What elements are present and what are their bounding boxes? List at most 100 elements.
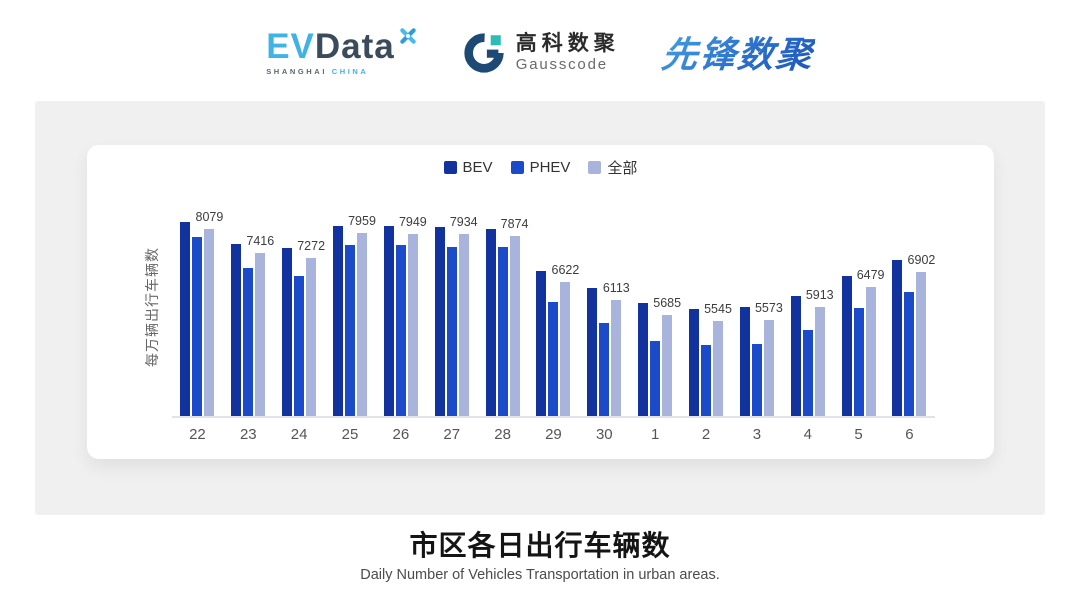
bar-phev-22[interactable] [192, 237, 203, 416]
bar-group-28: 7874 [485, 205, 528, 416]
bar-bev-3[interactable] [739, 307, 750, 416]
bar-all-30[interactable] [611, 300, 622, 416]
value-label-6: 6902 [907, 253, 936, 267]
bar-group-22: 8079 [180, 205, 223, 416]
bar-all-26[interactable] [407, 234, 418, 416]
value-label-3: 5573 [754, 301, 783, 315]
x-tick-5: 5 [854, 426, 863, 443]
x-tick-24: 24 [290, 426, 308, 443]
bar-all-3[interactable] [763, 320, 774, 416]
bar-phev-30[interactable] [599, 323, 610, 416]
bar-bev-24[interactable] [282, 248, 293, 416]
bar-phev-28[interactable] [497, 247, 508, 416]
legend-label-all: 全部 [607, 160, 638, 177]
value-label-24: 7272 [297, 239, 326, 253]
bar-phev-27[interactable] [446, 247, 457, 416]
x-tick-29: 29 [545, 426, 562, 443]
x-axis-ticks: 22 23 24 25 26 27 28 29 30 1 2 3 4 5 6 [172, 426, 935, 443]
bar-bev-6[interactable] [892, 260, 903, 416]
bar-all-2[interactable] [713, 321, 724, 416]
bar-phev-23[interactable] [243, 268, 254, 416]
evdata-wordmark: EV Data [266, 26, 419, 66]
bar-group-26: 7949 [383, 205, 427, 416]
header-logos: EV Data SHANGHAI CHINA 高科数聚 Gausscode 先锋… [0, 20, 1080, 84]
legend-label-bev: BEV [462, 159, 493, 176]
bar-all-1[interactable] [662, 315, 673, 416]
legend-swatch-bev [443, 161, 457, 174]
x-tick-30: 30 [595, 426, 613, 443]
bar-phev-6[interactable] [904, 292, 915, 416]
value-label-23: 7416 [246, 234, 275, 248]
x-tick-27: 27 [443, 426, 461, 443]
bar-all-5[interactable] [865, 287, 876, 416]
bar-bev-28[interactable] [485, 229, 496, 416]
legend-item-phev[interactable]: PHEV [510, 159, 571, 176]
bar-bev-25[interactable] [333, 226, 343, 416]
gausscode-logo: 高科数聚 Gausscode [461, 29, 620, 75]
chart-panel: BEV PHEV 全部 每万辆出行车辆数 8079 7416 7272 7959 7949 7… [35, 101, 1045, 515]
bar-bev-26[interactable] [383, 226, 394, 416]
evdata-subtitle: SHANGHAI CHINA [266, 67, 419, 76]
bar-group-5: 6479 [841, 205, 885, 416]
bar-phev-24[interactable] [294, 276, 305, 416]
value-label-2: 5545 [704, 302, 732, 316]
bar-group-1: 5685 [638, 205, 681, 416]
bar-all-6[interactable] [916, 272, 927, 416]
bar-all-23[interactable] [255, 253, 266, 416]
legend-item-bev[interactable]: BEV [443, 159, 493, 176]
bar-phev-2[interactable] [701, 345, 712, 416]
value-label-27: 7934 [449, 215, 478, 229]
bar-bev-29[interactable] [536, 271, 547, 416]
bar-bev-22[interactable] [180, 222, 191, 416]
bar-phev-26[interactable] [395, 245, 406, 416]
legend-item-all[interactable]: 全部 [588, 157, 637, 178]
value-label-26: 7949 [398, 215, 427, 229]
pinwheel-icon [400, 27, 416, 44]
bar-bev-30[interactable] [587, 288, 598, 416]
bar-group-25: 7959 [333, 205, 376, 416]
bar-phev-5[interactable] [853, 308, 864, 416]
x-tick-23: 23 [239, 426, 257, 443]
bar-all-22[interactable] [204, 229, 215, 416]
bar-all-27[interactable] [458, 234, 469, 416]
bar-bev-2[interactable] [689, 309, 700, 416]
y-axis-title: 每万辆出行车辆数 [144, 247, 160, 367]
bar-all-4[interactable] [814, 307, 825, 416]
x-tick-26: 26 [392, 426, 410, 443]
bar-phev-25[interactable] [345, 245, 355, 416]
gausscode-mark-icon [464, 33, 504, 73]
bar-bev-27[interactable] [434, 227, 445, 416]
x-tick-1: 1 [650, 426, 660, 443]
bar-bev-5[interactable] [841, 276, 852, 416]
chart-title: 市区各日出行车辆数 [409, 530, 671, 561]
bar-all-24[interactable] [306, 258, 317, 416]
x-tick-2: 2 [701, 426, 711, 443]
bar-all-25[interactable] [357, 233, 367, 416]
value-label-28: 7874 [500, 217, 529, 231]
bar-all-29[interactable] [560, 282, 571, 416]
bar-phev-4[interactable] [802, 330, 813, 416]
bar-bev-1[interactable] [638, 303, 649, 416]
gausscode-cn-text: 高科数聚 [515, 31, 620, 55]
legend-swatch-phev [510, 161, 524, 174]
value-label-5: 6479 [856, 268, 885, 282]
bar-phev-29[interactable] [548, 302, 559, 416]
xianfeng-logo: 先锋数聚 [659, 26, 816, 78]
bar-group-2: 5545 [689, 205, 732, 416]
legend-label-phev: PHEV [529, 159, 571, 176]
bar-bev-23[interactable] [231, 244, 242, 416]
evdata-data-text: Data [314, 26, 395, 66]
value-label-30: 6113 [602, 281, 630, 295]
bar-all-28[interactable] [509, 236, 520, 416]
evdata-ev-text: EV [266, 26, 315, 66]
bar-phev-1[interactable] [650, 341, 661, 416]
x-tick-3: 3 [752, 426, 762, 443]
bar-group-3: 5573 [739, 205, 783, 416]
bar-group-4: 5913 [790, 205, 834, 416]
bar-phev-3[interactable] [751, 344, 762, 416]
bar-group-6: 6902 [892, 205, 935, 416]
gausscode-en-text: Gausscode [515, 55, 608, 73]
x-tick-6: 6 [905, 426, 914, 443]
bar-bev-4[interactable] [790, 296, 801, 416]
